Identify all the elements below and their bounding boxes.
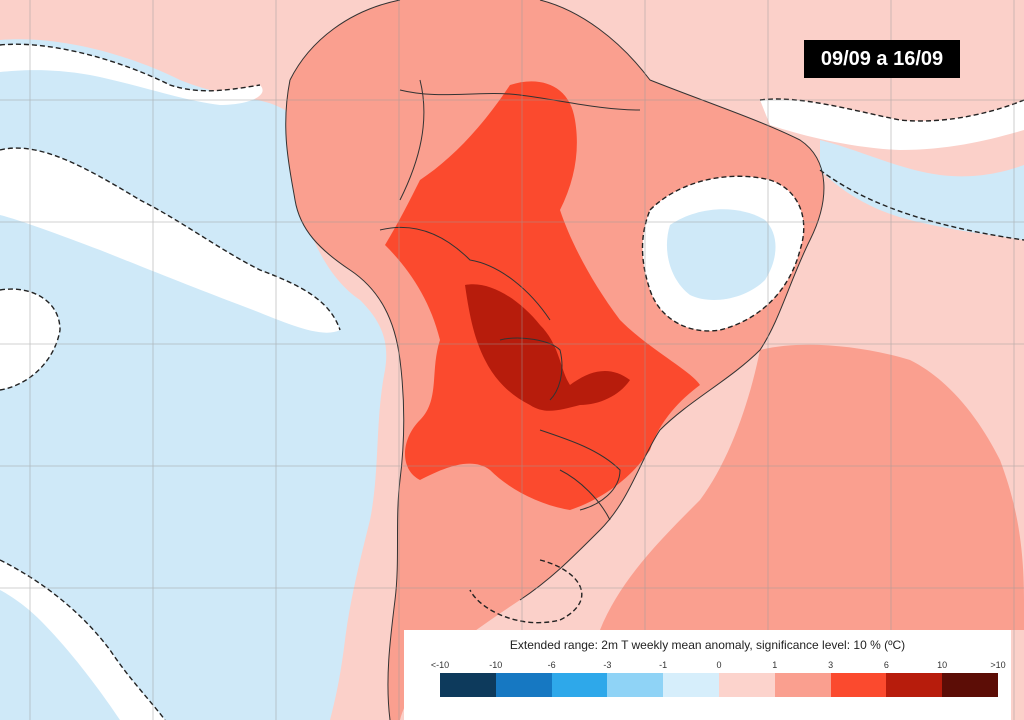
legend-swatch	[440, 673, 496, 697]
legend-tick-label: 1	[772, 660, 778, 670]
legend-swatch	[551, 673, 608, 697]
legend-swatch	[774, 673, 831, 697]
legend-swatch	[942, 673, 998, 697]
legend-tick-label: 0	[716, 660, 722, 670]
legend-swatch	[830, 673, 887, 697]
northeast-cold-core	[666, 209, 776, 300]
pacific-neutral-band	[0, 148, 340, 333]
legend-tick-label: 3	[828, 660, 834, 670]
legend-swatch	[495, 673, 552, 697]
legend-title: Extended range: 2m T weekly mean anomaly…	[509, 638, 906, 652]
country-borders	[285, 0, 825, 720]
atlantic-cold-band	[820, 140, 1024, 240]
date-range-badge: 09/09 a 16/09	[804, 40, 960, 78]
legend-tick-label: <-10	[430, 660, 450, 670]
legend-tick-label: -10	[489, 660, 503, 670]
legend-swatch	[663, 673, 719, 697]
atlantic-neutral-band	[760, 99, 1024, 150]
legend-tick-label: -1	[659, 660, 668, 670]
legend-tick-label: -6	[547, 660, 556, 670]
color-legend: Extended range: 2m T weekly mean anomaly…	[404, 630, 1011, 720]
legend-tick-label: >10	[990, 660, 1006, 670]
atlantic-warm-region	[600, 344, 1024, 630]
central-strong-warm	[385, 81, 700, 510]
legend-swatch	[719, 673, 775, 697]
pacific-neutral-coast	[0, 560, 165, 720]
pacific-neutral-north	[0, 44, 263, 105]
legend-swatch	[886, 673, 943, 697]
legend-tick-label: 6	[883, 660, 889, 670]
legend-swatch	[607, 673, 664, 697]
legend-tick-label: -3	[603, 660, 612, 670]
central-very-strong-warm	[465, 284, 630, 411]
legend-tick-label: 10	[937, 660, 948, 670]
significance-contours	[0, 43, 1024, 720]
